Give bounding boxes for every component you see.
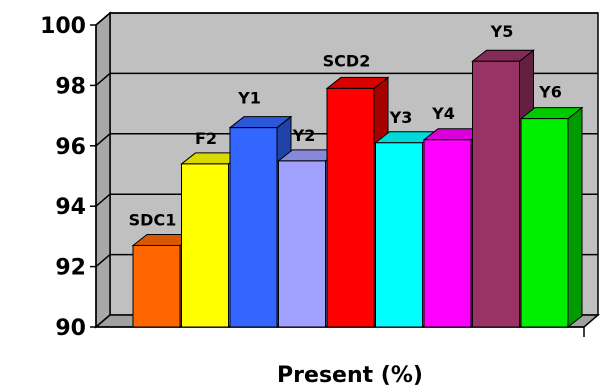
bar-label-Y2: Y2 <box>292 126 316 145</box>
bar-labels: SDC1 F2 Y1 Y2 SCD2 Y3 Y4 Y5 Y6 <box>129 22 562 229</box>
gridline-100 <box>95 12 598 26</box>
bar-front <box>132 244 181 328</box>
bar-label-Y3: Y3 <box>389 108 413 127</box>
side-wall <box>95 11 111 329</box>
bar-label-F2: F2 <box>195 129 217 148</box>
bar-label-Y1: Y1 <box>237 89 261 108</box>
y-tick-label-94: 94 <box>55 195 86 220</box>
bar-SCD2 <box>325 76 390 329</box>
bar-side <box>567 106 583 329</box>
y-tick-label-96: 96 <box>55 135 86 160</box>
bar-label-SCD2: SCD2 <box>323 51 371 70</box>
bar-front <box>229 127 278 328</box>
bar-front <box>520 118 569 328</box>
gridline-98 <box>95 72 598 86</box>
x-axis-label: Present (%) <box>277 363 423 387</box>
bar-front <box>423 139 472 328</box>
bar-front <box>181 163 229 328</box>
bar-label-Y6: Y6 <box>538 83 562 102</box>
y-tick-label-98: 98 <box>55 74 86 99</box>
bar-front <box>375 142 423 328</box>
y-tick-label-100: 100 <box>40 14 86 39</box>
bar-label-SDC1: SDC1 <box>129 210 177 229</box>
bar-front <box>472 60 520 328</box>
y-tick-label-92: 92 <box>55 256 86 281</box>
bar-Y6 <box>519 106 584 329</box>
bar-front <box>278 160 326 328</box>
bar-label-Y5: Y5 <box>490 22 514 41</box>
bar-label-Y4: Y4 <box>431 104 455 123</box>
bar-front <box>326 87 375 328</box>
bars <box>131 49 584 329</box>
y-tick-label-90: 90 <box>55 316 86 341</box>
